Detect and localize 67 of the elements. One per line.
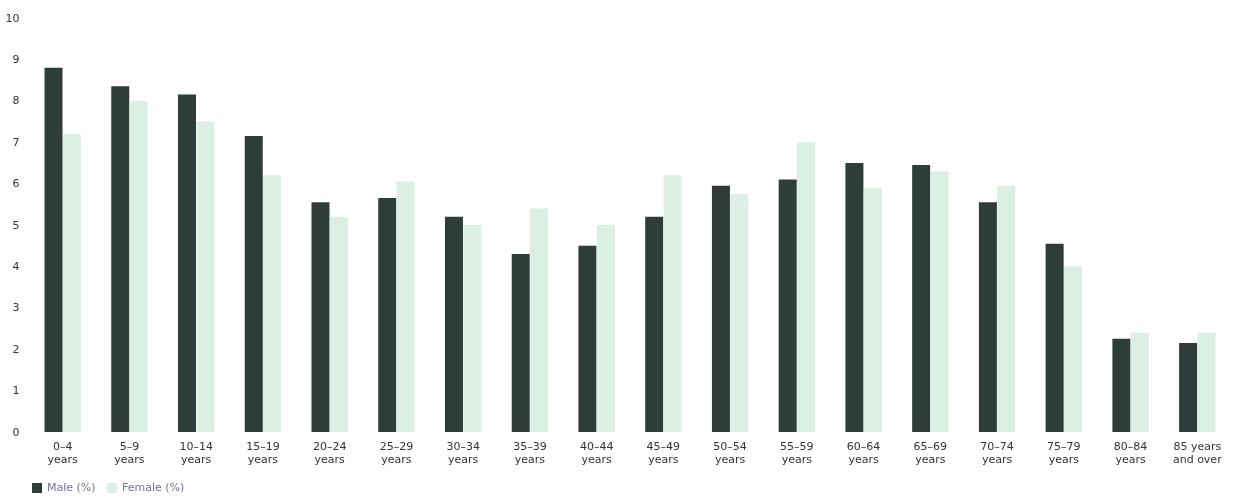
bar xyxy=(978,202,997,432)
legend-label: Male (%) xyxy=(47,481,96,494)
y-tick-label: 6 xyxy=(12,177,20,191)
bar xyxy=(997,185,1016,432)
x-tick-label: 30–34 years xyxy=(446,439,480,466)
x-tick-label: 50–54 years xyxy=(713,439,747,466)
bar xyxy=(596,225,615,432)
bar xyxy=(178,94,197,432)
y-tick-label: 0 xyxy=(12,425,20,439)
x-tick-label: 75–79 years xyxy=(1047,439,1081,466)
bar xyxy=(511,253,530,432)
bar xyxy=(1197,332,1216,432)
bar xyxy=(1112,338,1131,432)
x-tick-label: 80–84 years xyxy=(1113,439,1148,466)
bar xyxy=(912,164,931,432)
bar xyxy=(463,225,482,432)
bar xyxy=(1063,266,1082,432)
bar xyxy=(663,175,682,432)
y-tick-label: 1 xyxy=(12,384,20,398)
y-tick-label: 7 xyxy=(12,135,20,149)
bar xyxy=(778,179,797,432)
x-tick-label: 60–64 years xyxy=(846,439,881,466)
bar xyxy=(730,193,749,432)
x-tick-label: 55–59 years xyxy=(780,439,814,466)
bar xyxy=(845,162,864,432)
bar xyxy=(311,202,330,432)
bar xyxy=(62,133,81,432)
bar xyxy=(530,208,549,432)
y-tick-label: 8 xyxy=(12,94,20,108)
y-tick-label: 2 xyxy=(12,342,20,356)
x-tick-label: 45–49 years xyxy=(646,439,681,466)
bar xyxy=(263,175,282,432)
bar xyxy=(244,135,263,432)
x-tick-label: 25–29 years xyxy=(379,439,414,466)
x-tick-label: 70–74 years xyxy=(980,439,1014,466)
bar xyxy=(196,121,215,432)
bar xyxy=(396,181,415,432)
y-tick-label: 3 xyxy=(12,301,20,315)
y-tick-label: 9 xyxy=(12,52,20,66)
x-tick-label: 85 years and over xyxy=(1172,439,1223,466)
x-tick-label: 20–24 years xyxy=(312,439,347,466)
y-tick-label: 5 xyxy=(12,218,20,232)
bar xyxy=(444,216,463,432)
bar xyxy=(930,171,949,432)
bar xyxy=(863,187,882,432)
bar xyxy=(378,198,397,432)
x-tick-label: 5–9 years xyxy=(114,439,145,466)
x-tick-label: 40–44 years xyxy=(579,439,614,466)
x-tick-label: 0–4 years xyxy=(47,439,79,466)
bar xyxy=(44,67,63,432)
bar xyxy=(711,185,730,432)
bar xyxy=(129,100,148,432)
x-tick-label: 15–19 years xyxy=(246,439,280,466)
bar xyxy=(329,216,348,432)
y-tick-label: 10 xyxy=(5,11,20,25)
bar xyxy=(797,142,816,432)
bar xyxy=(111,86,130,432)
bar xyxy=(578,245,597,432)
bar xyxy=(1179,342,1198,432)
bar xyxy=(1130,332,1149,432)
x-tick-label: 65–69 years xyxy=(913,439,948,466)
bar xyxy=(645,216,664,432)
legend-label: Female (%) xyxy=(122,481,185,494)
x-tick-label: 35–39 years xyxy=(513,439,547,466)
y-tick-label: 4 xyxy=(12,259,20,273)
x-tick-label: 10–14 years xyxy=(179,439,213,466)
bar xyxy=(1045,243,1064,432)
